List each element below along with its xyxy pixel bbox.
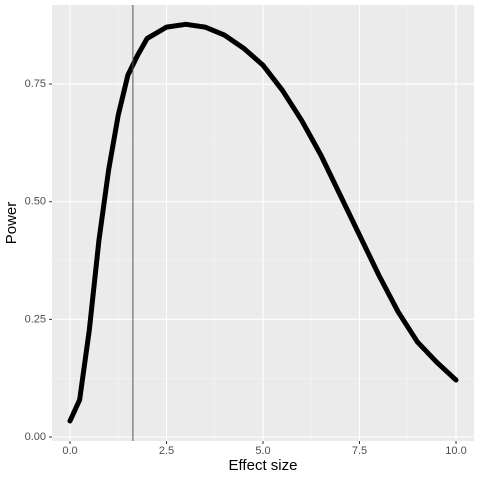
- x-axis-title: Effect size: [229, 457, 298, 474]
- x-tick-label: 0.0: [62, 445, 77, 457]
- x-tick-label: 10.0: [445, 445, 466, 457]
- y-axis-title: Power: [3, 202, 20, 245]
- line: [67, 21, 459, 424]
- y-tick-label: 0.50: [25, 196, 46, 208]
- x-tick-label: 2.5: [159, 445, 174, 457]
- x-tick-label: 7.5: [352, 445, 367, 457]
- y-tick-label: 0.25: [25, 313, 46, 325]
- y-tick-label: 0.75: [25, 78, 46, 90]
- grid: [52, 5, 474, 441]
- x-tick-label: 5.0: [255, 445, 270, 457]
- marks: [67, 5, 459, 441]
- y-tick-label: 0.00: [25, 431, 46, 443]
